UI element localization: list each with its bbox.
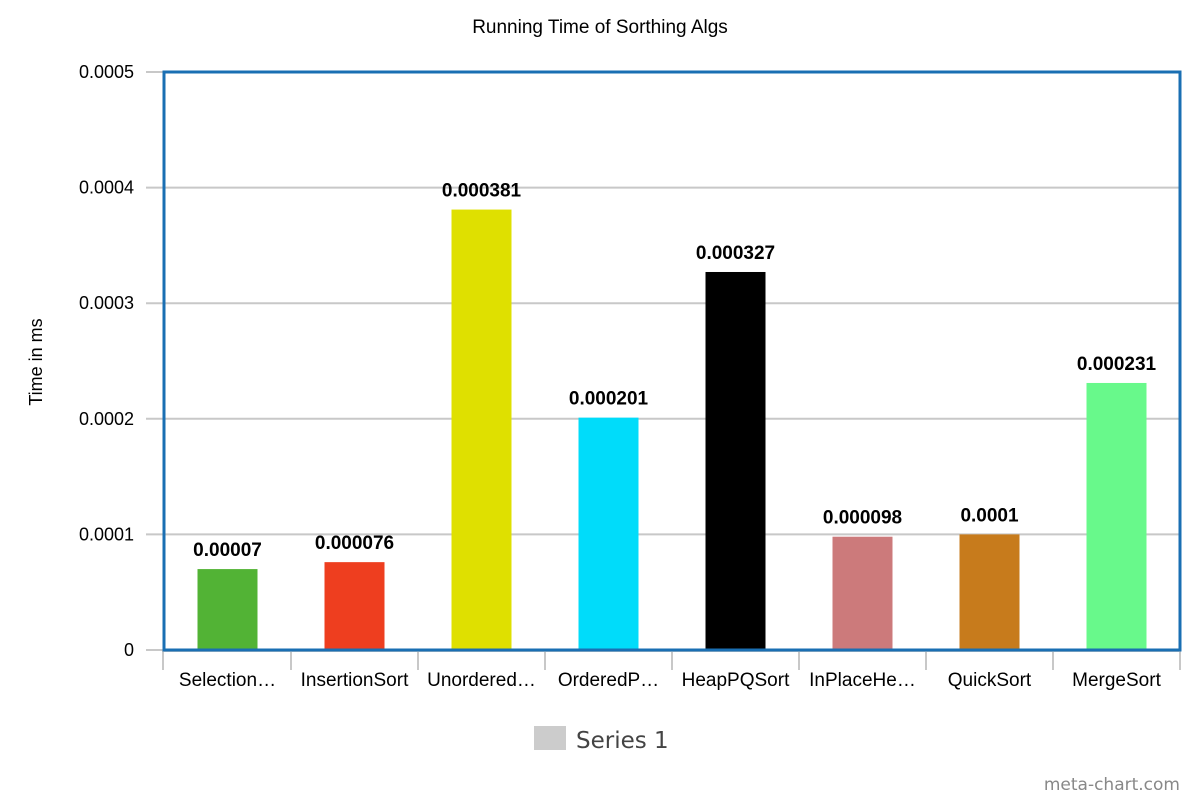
y-axis-ticks: 0 0.0001 0.0002 0.0003 0.0004 0.0005 [79,62,164,660]
bar [959,534,1020,650]
bar [832,536,893,650]
gridlines [164,71,1180,651]
bar [451,209,512,650]
legend-label: Series 1 [576,728,669,754]
x-tick-label: Unordered… [427,670,536,691]
data-label: 0.000381 [442,181,522,202]
legend: Series 1 [534,726,669,754]
bar [705,271,766,650]
data-label: 0.000098 [823,508,902,529]
x-tick-label: OrderedP… [558,670,659,691]
x-tick-label: HeapPQSort [682,670,790,691]
x-tick-label: MergeSort [1072,670,1161,691]
bar [578,417,639,650]
x-tick-label: InPlaceHe… [809,670,916,691]
chart-title: Running Time of Sorthing Algs [472,17,728,38]
data-labels: 0.00007 0.000076 0.000381 0.000201 0.000327 0… [193,181,1156,562]
bar [197,569,258,650]
bar [324,562,385,650]
y-axis-title: Time in ms [26,318,46,405]
y-tick-label: 0 [124,640,134,660]
y-tick-label: 0.0005 [79,62,134,82]
data-label: 0.00007 [193,540,262,561]
data-label: 0.000327 [696,243,775,264]
x-axis-ticks: Selection… InsertionSort Unordered… Ordered… [162,650,1181,691]
data-label: 0.000231 [1077,354,1157,375]
y-tick-label: 0.0003 [79,293,134,313]
y-tick-label: 0.0001 [79,524,134,544]
bar [1086,382,1147,650]
y-tick-label: 0.0004 [79,178,134,198]
x-tick-label: QuickSort [948,670,1032,691]
data-label: 0.000076 [315,533,394,554]
x-tick-label: InsertionSort [301,670,409,691]
bars [197,209,1147,650]
plot-frame [162,70,1182,652]
y-tick-label: 0.0002 [79,409,134,429]
watermark: meta-chart.com [1044,775,1180,795]
legend-swatch [534,726,566,750]
data-label: 0.000201 [569,389,649,410]
data-label: 0.0001 [960,505,1019,526]
x-tick-label: Selection… [179,670,276,691]
